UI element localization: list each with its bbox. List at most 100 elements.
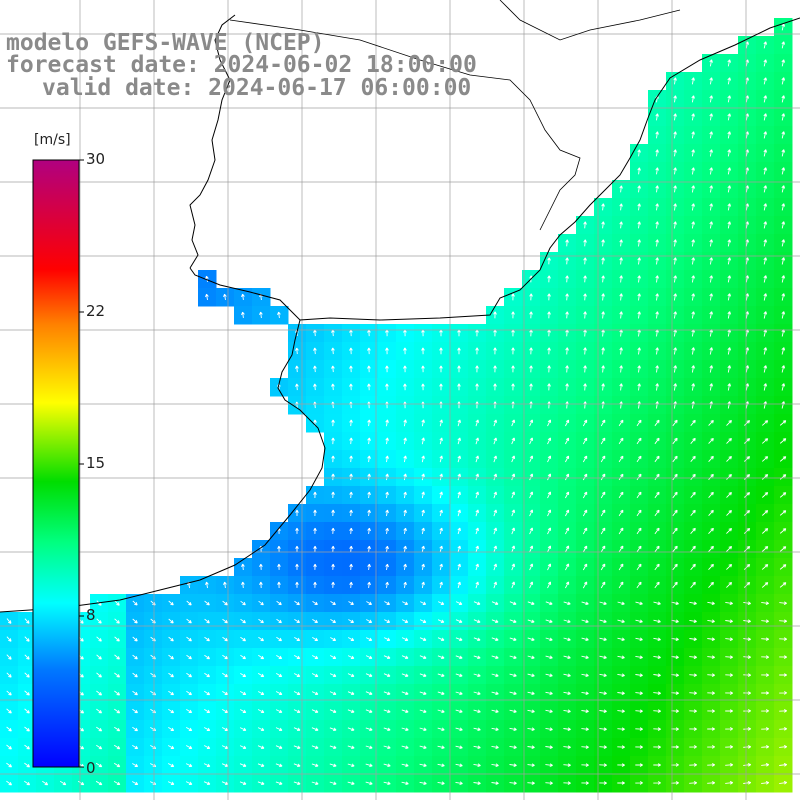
wind-arrow — [582, 527, 588, 535]
wind-arrow — [457, 419, 462, 427]
wind-arrow — [455, 727, 463, 732]
wind-arrow — [761, 745, 770, 749]
wind-arrow — [331, 383, 335, 391]
wind-arrow — [599, 781, 607, 785]
wind-arrow — [636, 419, 642, 427]
wind-arrow — [132, 618, 138, 624]
wind-arrow — [493, 437, 498, 445]
wind-arrow — [726, 509, 732, 516]
wind-arrow — [761, 619, 769, 623]
wind-arrow — [349, 383, 353, 391]
wind-arrow — [311, 655, 319, 659]
wind-arrow — [779, 780, 788, 785]
wind-arrow — [349, 491, 353, 499]
wind-arrow — [709, 311, 714, 319]
wind-arrow — [383, 673, 391, 678]
wind-arrow — [59, 780, 67, 786]
wind-arrow — [601, 239, 605, 247]
wind-arrow — [529, 509, 534, 517]
wind-arrow — [312, 601, 318, 606]
wind-arrow — [509, 637, 517, 642]
wind-arrow — [437, 619, 445, 623]
wind-arrow — [743, 637, 751, 641]
wind-arrow — [403, 455, 407, 463]
wind-arrow — [691, 293, 696, 301]
wind-arrow — [455, 601, 463, 605]
wind-arrow — [691, 275, 696, 283]
wind-arrow — [293, 763, 301, 768]
wind-arrow — [563, 655, 571, 660]
wind-arrow — [653, 619, 661, 624]
wind-arrow — [653, 655, 661, 660]
wind-arrow — [779, 601, 787, 606]
wind-arrow — [349, 365, 353, 373]
wind-arrow — [691, 149, 695, 157]
wind-arrow — [365, 673, 373, 678]
wind-arrow — [457, 437, 462, 445]
wind-arrow — [529, 293, 533, 301]
wind-arrow — [331, 347, 335, 355]
wind-arrow — [637, 257, 641, 265]
wind-arrow — [113, 744, 121, 750]
wind-arrow — [529, 527, 534, 535]
wind-arrow — [761, 492, 769, 498]
wind-arrow — [565, 581, 570, 589]
wind-arrow — [131, 781, 139, 785]
wind-arrow — [743, 691, 752, 695]
wind-arrow — [691, 257, 696, 265]
wind-arrow — [367, 419, 371, 427]
wind-arrow — [203, 727, 211, 731]
wind-arrow — [636, 563, 642, 571]
wind-arrow — [726, 527, 733, 534]
wind-arrow — [258, 636, 264, 642]
wind-arrow — [545, 763, 553, 767]
wind-arrow — [6, 744, 12, 750]
wind-arrow — [671, 745, 679, 749]
wind-arrow — [709, 347, 714, 355]
wind-arrow — [547, 311, 551, 319]
wind-arrow — [636, 455, 642, 463]
wind-arrow — [457, 509, 461, 517]
wind-arrow — [311, 763, 319, 768]
wind-arrow — [222, 618, 228, 624]
wind-arrow — [437, 745, 445, 750]
wind-arrow — [653, 781, 661, 785]
wind-arrow — [671, 637, 679, 642]
wind-arrow — [618, 527, 624, 535]
wind-arrow — [727, 365, 732, 373]
wind-arrow — [673, 275, 678, 283]
wind-arrow — [581, 655, 589, 660]
wind-arrow — [455, 691, 463, 696]
wind-arrow — [114, 654, 120, 660]
wind-arrow — [439, 383, 443, 391]
wind-arrow — [367, 491, 371, 499]
wind-arrow — [727, 257, 732, 265]
wind-arrow — [403, 383, 407, 391]
wind-arrow — [349, 437, 353, 445]
wind-arrow — [636, 545, 642, 553]
wind-arrow — [473, 655, 481, 660]
wind-arrow — [349, 527, 353, 534]
wind-arrow — [653, 691, 661, 695]
wind-arrow — [671, 763, 679, 767]
wind-arrow — [617, 655, 625, 660]
wind-arrow — [708, 527, 714, 535]
wind-arrow — [455, 781, 463, 786]
wind-arrow — [743, 727, 752, 731]
wind-arrow — [655, 221, 659, 229]
wind-arrow — [132, 726, 138, 732]
wind-arrow — [763, 59, 768, 67]
wind-arrow — [581, 727, 589, 731]
wind-arrow — [527, 709, 535, 714]
wind-arrow — [385, 509, 389, 517]
wind-arrow — [779, 744, 788, 749]
wind-arrow — [331, 581, 335, 588]
wind-arrow — [691, 203, 696, 211]
wind-arrow — [690, 491, 696, 498]
wind-arrow — [636, 527, 642, 535]
wind-arrow — [779, 637, 788, 641]
wind-arrow — [653, 763, 661, 767]
wind-arrow — [475, 545, 479, 553]
wind-arrow — [653, 727, 661, 731]
wind-arrow — [295, 527, 299, 534]
